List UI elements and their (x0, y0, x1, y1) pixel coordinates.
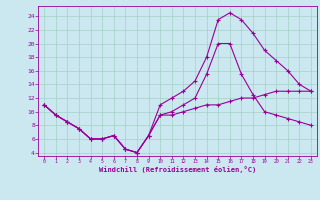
X-axis label: Windchill (Refroidissement éolien,°C): Windchill (Refroidissement éolien,°C) (99, 166, 256, 173)
